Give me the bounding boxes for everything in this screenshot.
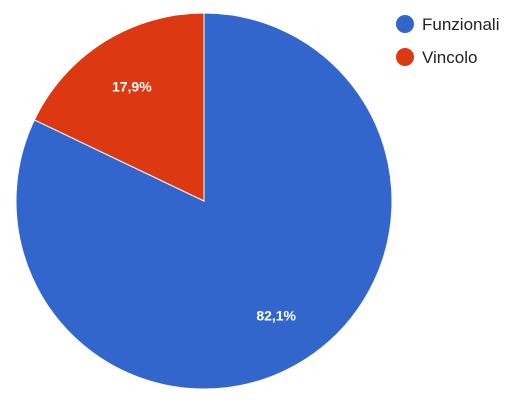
chart-legend: Funzionali Vincolo xyxy=(396,15,500,67)
legend-swatch-funzionali xyxy=(396,15,414,33)
pie-slice-labels: 82,1% 17,9% xyxy=(112,78,297,323)
legend-label-vincolo: Vincolo xyxy=(422,48,477,67)
legend-label-funzionali: Funzionali xyxy=(422,15,500,34)
legend-item-vincolo[interactable]: Vincolo xyxy=(396,48,477,67)
slice-label-vincolo: 17,9% xyxy=(112,78,152,94)
legend-item-funzionali[interactable]: Funzionali xyxy=(396,15,500,34)
legend-swatch-vincolo xyxy=(396,48,414,66)
pie-slice-vincolo[interactable] xyxy=(33,12,205,202)
slice-label-funzionali: 82,1% xyxy=(256,308,296,324)
pie-slices xyxy=(15,12,393,390)
